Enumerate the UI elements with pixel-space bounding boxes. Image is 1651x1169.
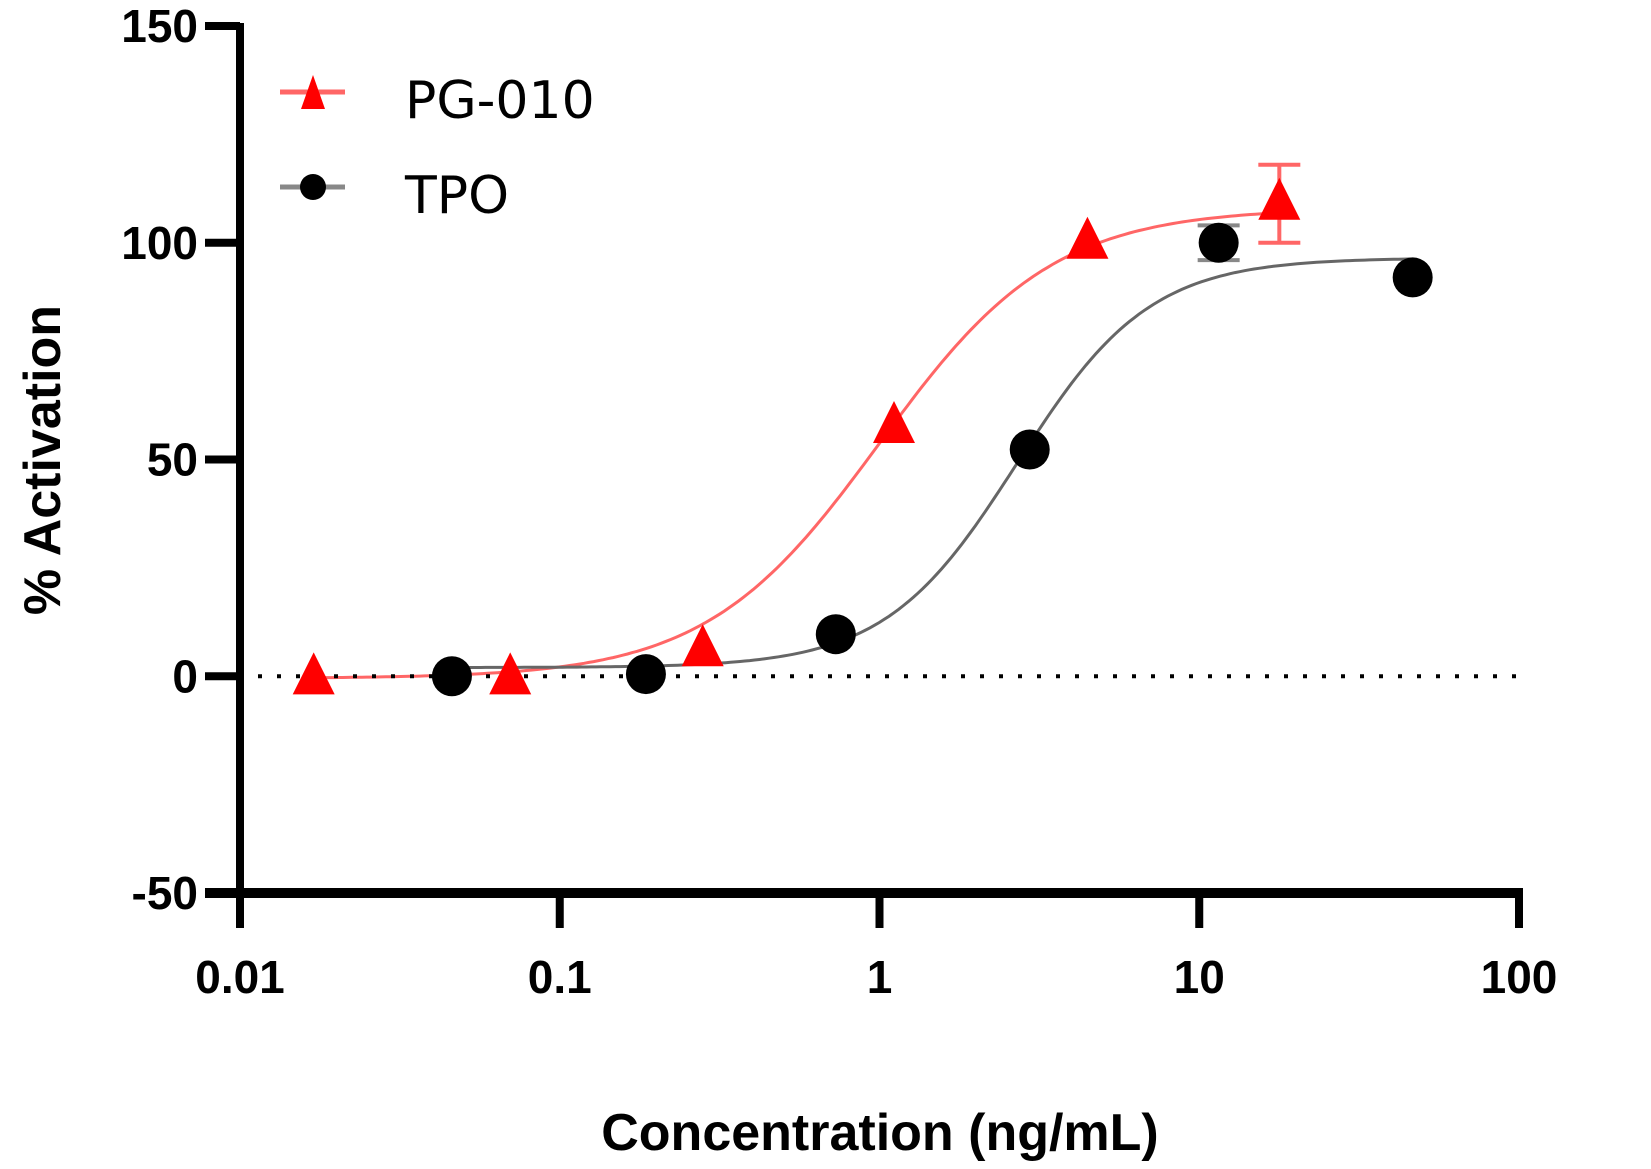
y-tick-label: 50 bbox=[147, 434, 198, 486]
legend: PG-010 TPO bbox=[280, 71, 595, 226]
legend-label: PG-010 bbox=[405, 71, 595, 131]
data-point-tpo bbox=[625, 654, 666, 695]
y-axis-title: % Activation bbox=[14, 305, 72, 615]
data-point-tpo bbox=[1009, 429, 1050, 470]
x-axis-title: Concentration (ng/mL) bbox=[601, 1104, 1159, 1162]
y-tick-label: 100 bbox=[121, 217, 198, 269]
y-tick-label: -50 bbox=[132, 867, 198, 919]
data-point-tpo bbox=[1198, 222, 1239, 263]
fit-curve-pg-010 bbox=[313, 211, 1280, 680]
data-point-pg-010 bbox=[1066, 216, 1109, 259]
x-tick-label: 0.01 bbox=[195, 951, 285, 1003]
data-point-pg-010 bbox=[872, 400, 915, 443]
data-point-pg-010 bbox=[681, 624, 724, 667]
legend-circle-icon bbox=[300, 174, 326, 200]
data-point-tpo bbox=[431, 656, 472, 697]
x-tick-label: 0.1 bbox=[528, 951, 592, 1003]
axes: -50 0 50 100 150 0.01 0.1 1 10 100 bbox=[121, 0, 1557, 1003]
x-tick-label: 100 bbox=[1481, 951, 1558, 1003]
data-point-pg-010 bbox=[1258, 177, 1301, 220]
data-point-pg-010 bbox=[489, 652, 532, 695]
data-point-tpo bbox=[1392, 257, 1433, 298]
data-markers bbox=[292, 162, 1433, 697]
x-tick-label: 10 bbox=[1174, 951, 1225, 1003]
y-tick-label: 150 bbox=[121, 0, 198, 52]
data-point-tpo bbox=[815, 614, 856, 655]
legend-label: TPO bbox=[404, 166, 509, 226]
x-tick-label: 1 bbox=[867, 951, 893, 1003]
data-point-pg-010 bbox=[292, 652, 335, 695]
legend-triangle-icon bbox=[301, 75, 325, 109]
y-tick-label: 0 bbox=[172, 650, 198, 702]
fit-curve-tpo bbox=[451, 257, 1413, 669]
fit-curves bbox=[313, 211, 1413, 680]
